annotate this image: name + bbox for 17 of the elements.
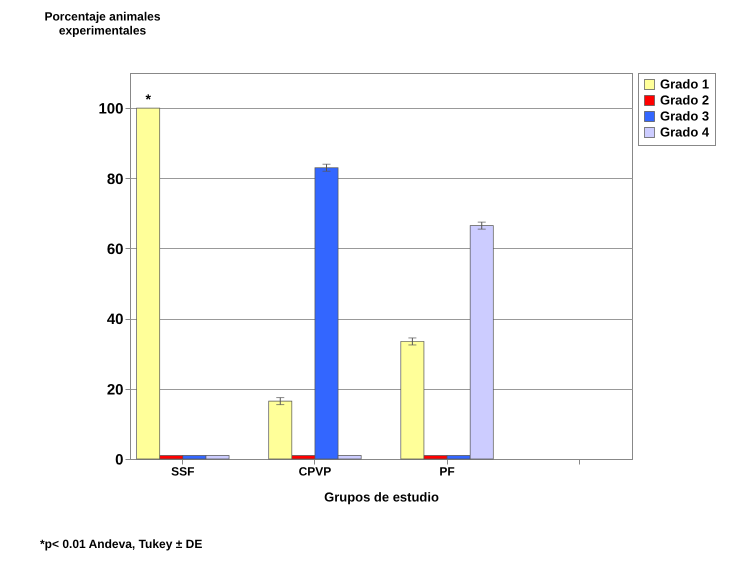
y-tick-label: 80 <box>106 170 124 188</box>
y-tick-label: 100 <box>98 100 124 118</box>
legend-label: Grado 1 <box>660 76 710 92</box>
x-tick-label: SSF <box>171 464 195 478</box>
y-tick-label: 40 <box>106 311 124 328</box>
y-tick-label: 20 <box>106 381 124 398</box>
legend-label: Grado 3 <box>660 108 710 124</box>
x-axis-title: Grupos de estudio <box>324 490 439 504</box>
annotation: * <box>145 91 152 108</box>
y-axis-title: Porcentaje animales experimentales <box>44 10 161 38</box>
y-tick-label: 60 <box>106 240 124 258</box>
text: *p< 0.01 Andeva, Tukey ± DE <box>40 537 202 551</box>
x-tick-label: PF <box>439 464 455 478</box>
y-tick-label: 0 <box>115 452 124 468</box>
legend-label: Grado 2 <box>660 92 710 108</box>
legend-label: Grado 4 <box>660 124 710 140</box>
x-tick-label: CPVP <box>298 464 332 478</box>
